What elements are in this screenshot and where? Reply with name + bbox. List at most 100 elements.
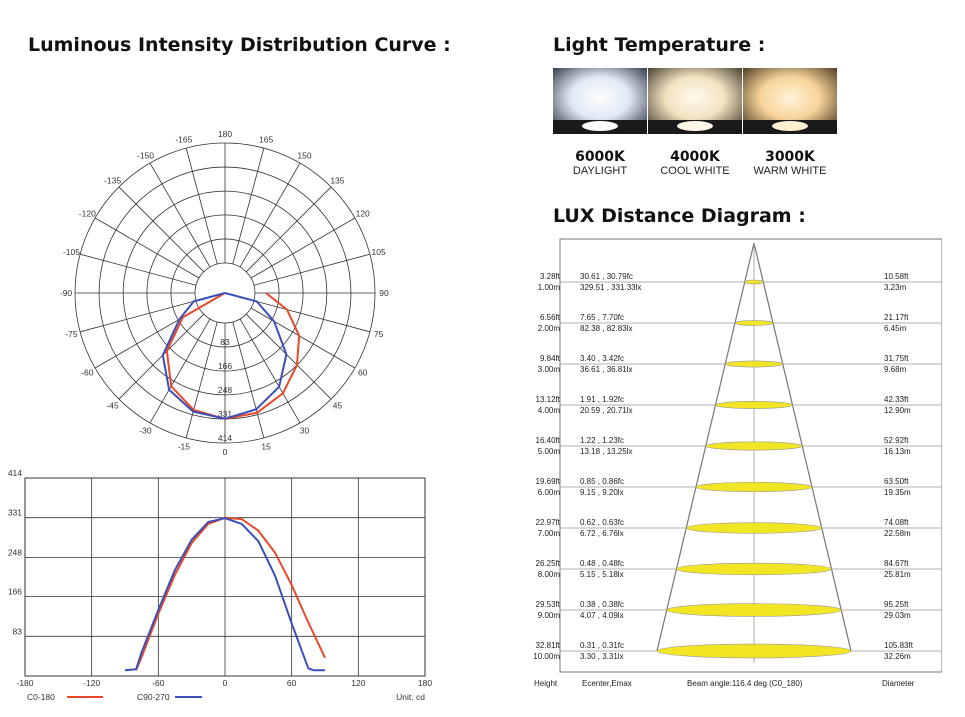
lux-ecenter-lx: 36.61 , 36.81lx xyxy=(580,365,632,374)
polar-spoke xyxy=(149,162,211,268)
lux-ecenter-fc: 1.91 , 1.92fc xyxy=(580,395,624,404)
lux-ecenter-lx: 5.15 , 5.18lx xyxy=(580,570,624,579)
polar-spoke xyxy=(94,217,200,279)
lux-diameter-ft: 52.92ft xyxy=(884,436,909,445)
polar-spoke xyxy=(253,253,370,286)
polar-angle-label: 15 xyxy=(261,442,271,452)
lux-height-ft: 32.81ft xyxy=(536,641,561,650)
lux-height-ft: 16.40ft xyxy=(536,436,561,445)
polar-spoke xyxy=(232,321,265,438)
polar-ring xyxy=(74,142,376,444)
lux-spot-ellipse xyxy=(715,401,793,409)
temperature-heading: Light Temperature : xyxy=(553,34,766,56)
cart-y-tick: 166 xyxy=(8,587,22,597)
polar-angle-label: 30 xyxy=(300,426,310,436)
polar-inner-ring xyxy=(194,262,256,324)
lux-height-m: 9.00m xyxy=(538,611,561,620)
polar-spoke xyxy=(149,318,211,424)
polar-angle-label: 105 xyxy=(371,247,385,257)
polar-angle-label: -15 xyxy=(178,442,191,452)
lux-diameter-m: 19.35m xyxy=(884,488,911,497)
polar-spoke xyxy=(185,148,218,265)
cart-x-tick: 120 xyxy=(351,678,365,688)
polar-angle-label: -60 xyxy=(81,368,94,378)
lux-height-m: 6.00m xyxy=(538,488,561,497)
polar-radial-label: 83 xyxy=(220,337,230,347)
lux-spot-ellipse xyxy=(744,279,764,285)
lux-diameter-ft: 31.75ft xyxy=(884,354,909,363)
polar-series-c90-270 xyxy=(161,292,288,420)
lux-ecenter-fc: 0.48 , 0.48fc xyxy=(580,559,624,568)
polar-ring xyxy=(146,214,304,372)
lux-diameter-m: 29.03m xyxy=(884,611,911,620)
polar-angle-label: -120 xyxy=(79,209,96,219)
lux-spot-ellipse xyxy=(656,643,852,659)
polar-angle-label: 135 xyxy=(330,176,344,186)
lux-diameter-m: 22.58m xyxy=(884,529,911,538)
lux-height-ft: 29.53ft xyxy=(536,600,561,609)
temp-name-cool-white: COOL WHITE xyxy=(660,165,730,177)
cart-x-tick: -120 xyxy=(83,678,100,688)
temp-kelvin-daylight: 6000K xyxy=(575,149,625,165)
lux-spot-ellipse xyxy=(724,360,784,368)
polar-angle-label: 120 xyxy=(356,209,370,219)
lux-diameter-m: 9.68m xyxy=(884,365,907,374)
cart-x-tick: -60 xyxy=(152,678,165,688)
polar-radial-label: 248 xyxy=(218,385,232,395)
lux-diameter-m: 16.13m xyxy=(884,447,911,456)
polar-angle-label: -45 xyxy=(106,400,119,410)
lux-diameter-m: 32.26m xyxy=(884,652,911,661)
polar-spoke xyxy=(80,300,197,333)
lux-spot-ellipse xyxy=(695,481,813,493)
lux-ecenter-fc: 0.38 , 0.38fc xyxy=(580,600,624,609)
lux-ecenter-fc: 0.62 , 0.63fc xyxy=(580,518,624,527)
lux-height-ft: 6.56ft xyxy=(540,313,561,322)
lux-diameter-ft: 63.50ft xyxy=(884,477,909,486)
lux-ecenter-fc: 30.61 , 30.79fc xyxy=(580,272,633,281)
temp-name-warm-white: WARM WHITE xyxy=(753,165,827,177)
polar-radial-label: 414 xyxy=(218,433,232,443)
lux-ecenter-lx: 6.72 , 6.76lx xyxy=(580,529,624,538)
lux-diameter-m: 12.90m xyxy=(884,406,911,415)
lux-ecenter-fc: 7.65 , 7.70fc xyxy=(580,313,624,322)
polar-angle-label: 0 xyxy=(223,447,228,457)
temp-kelvin-cool-white: 4000K xyxy=(670,149,720,165)
polar-spoke xyxy=(239,318,301,424)
polar-series-c0-180 xyxy=(165,292,301,420)
polar-ring xyxy=(122,190,328,396)
cart-x-tick: 60 xyxy=(287,678,297,688)
cart-x-tick: 0 xyxy=(223,678,228,688)
temp-name-daylight: DAYLIGHT xyxy=(572,165,628,177)
lux-height-ft: 22.97ft xyxy=(536,518,561,527)
lux-frame xyxy=(559,238,942,673)
lux-height-m: 8.00m xyxy=(538,570,561,579)
polar-radial-label: 166 xyxy=(218,361,232,371)
lux-height-ft: 3.28ft xyxy=(540,272,561,281)
cart-unit: Unit: cd xyxy=(396,692,425,702)
cart-series-c90-270 xyxy=(124,517,325,672)
lux-ecenter-fc: 0.31 , 0.31fc xyxy=(580,641,624,650)
lux-spot-ellipse xyxy=(676,562,832,576)
lux-spot-ellipse xyxy=(685,522,823,534)
lux-height-m: 4.00m xyxy=(538,406,561,415)
lux-ecenter-lx: 4.07 , 4.09lx xyxy=(580,611,624,620)
lux-diameter-ft: 21.17ft xyxy=(884,313,909,322)
lux-height-ft: 9.84ft xyxy=(540,354,561,363)
cart-y-tick: 414 xyxy=(8,470,22,478)
polar-spoke xyxy=(253,300,370,333)
polar-angle-label: -165 xyxy=(175,134,192,144)
lux-spot-ellipse xyxy=(705,441,803,451)
lux-footer-ecenter: Ecenter,Emax xyxy=(582,679,632,688)
polar-spoke xyxy=(232,148,265,265)
lux-beam-left xyxy=(656,242,755,652)
lux-diameter-ft: 10.58ft xyxy=(884,272,909,281)
temp-swatch-warm-white xyxy=(743,68,837,134)
cart-legend-c0-label: C0-180 xyxy=(27,692,55,702)
cart-x-tick: 180 xyxy=(418,678,432,688)
polar-spoke xyxy=(245,313,332,400)
polar-spoke xyxy=(250,307,356,369)
lux-height-m: 2.00m xyxy=(538,324,561,333)
polar-spoke xyxy=(118,186,205,273)
lux-ecenter-fc: 3.40 , 3.42fc xyxy=(580,354,624,363)
lux-height-m: 3.00m xyxy=(538,365,561,374)
